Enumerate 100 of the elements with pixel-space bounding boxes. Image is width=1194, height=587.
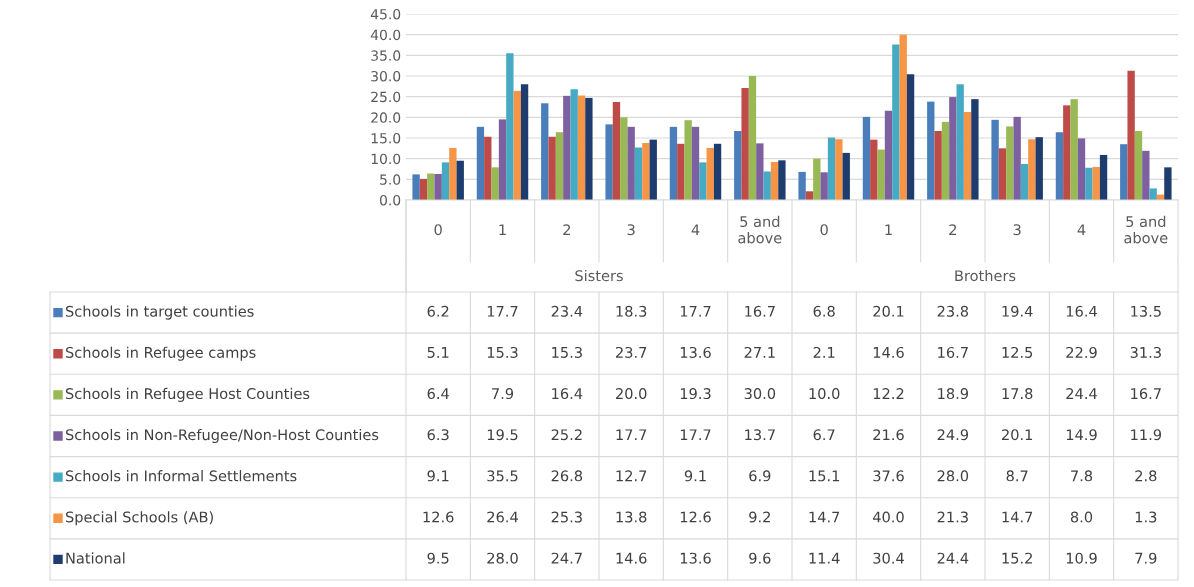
data-label: 12.6	[680, 511, 711, 523]
bar	[927, 101, 935, 200]
data-label: 6.8	[813, 305, 835, 317]
bar	[842, 152, 850, 200]
bar	[684, 120, 692, 200]
data-label: 17.7	[487, 305, 518, 317]
bar	[906, 74, 915, 200]
legend-label: Schools in Refugee camps	[65, 346, 256, 361]
bar	[1092, 166, 1100, 200]
x-tick-label: 5 and above	[1124, 215, 1168, 244]
x-tick-label: 3	[1013, 224, 1021, 236]
data-label: 13.8	[616, 511, 647, 523]
bar	[877, 149, 885, 200]
bar	[963, 111, 972, 200]
data-label: 40.0	[872, 511, 904, 523]
data-label: 15.3	[552, 346, 582, 358]
bar	[691, 126, 700, 200]
data-label: 9.1	[427, 470, 449, 482]
x-tick-label: 1	[885, 224, 892, 236]
text: Brothers	[955, 269, 1016, 282]
bar	[820, 172, 828, 200]
bar	[956, 84, 964, 200]
data-label: 20.1	[1002, 429, 1033, 441]
data-label: 16.7	[745, 305, 775, 317]
data-label: 16.7	[938, 346, 968, 358]
bar	[899, 34, 907, 200]
bar	[634, 147, 643, 200]
data-label: 17.7	[680, 305, 711, 317]
bar	[741, 87, 749, 200]
data-label: 13.6	[680, 346, 711, 358]
bar	[1077, 138, 1086, 200]
data-label: 26.4	[487, 511, 518, 523]
data-label: 14.9	[1066, 429, 1097, 441]
bar	[862, 116, 871, 200]
data-label: 12.5	[1002, 346, 1033, 358]
bar	[1120, 144, 1128, 200]
data-label: 24.7	[551, 552, 582, 564]
bar	[520, 84, 529, 200]
bar	[770, 161, 779, 200]
bar	[884, 110, 893, 200]
data-label: 14.6	[616, 552, 647, 564]
bar	[756, 143, 764, 200]
data-label: 35.5	[487, 470, 518, 482]
data-label: 5.1	[427, 347, 449, 358]
bar	[513, 90, 521, 200]
x-tick-label: 4	[1077, 224, 1086, 236]
bar	[835, 139, 843, 200]
data-label: 24.4	[1066, 388, 1097, 399]
bar	[1085, 167, 1093, 200]
data-label: 13.5	[1131, 305, 1161, 317]
bar	[1149, 188, 1157, 200]
data-label: 21.6	[873, 429, 904, 441]
data-label: 23.4	[551, 305, 583, 317]
data-label: 12.6	[423, 511, 454, 523]
bar	[699, 162, 707, 200]
data-label: 9.6	[749, 552, 771, 564]
bar	[813, 158, 821, 200]
bar	[1035, 137, 1043, 200]
bar	[484, 136, 492, 200]
bar	[870, 139, 878, 200]
data-label: 19.3	[680, 388, 711, 400]
y-tick-label: 15.0	[371, 132, 401, 144]
bar	[1142, 150, 1150, 200]
data-label: 21.3	[937, 511, 968, 523]
bar	[991, 119, 999, 200]
data-label: 17.7	[680, 429, 711, 441]
bar	[1013, 116, 1021, 200]
data-label: 16.4	[552, 388, 583, 400]
data-label: 31.3	[1130, 346, 1161, 358]
data-label: 13.6	[680, 552, 711, 564]
bar	[612, 102, 621, 200]
y-tick-label: 45.0	[370, 8, 401, 20]
bar	[892, 44, 900, 200]
y-tick-label: 5.0	[380, 174, 401, 185]
bar	[1127, 70, 1135, 200]
bar	[605, 124, 613, 200]
data-label: 20.0	[616, 388, 647, 400]
bar	[649, 139, 657, 200]
data-label: 10.0	[809, 388, 840, 400]
x-tick-label: 0	[434, 224, 442, 236]
y-tick-label: 0.0	[379, 194, 401, 206]
y-tick-label: 40.0	[370, 29, 401, 41]
bar	[441, 162, 450, 200]
data-label: 17.7	[616, 429, 647, 441]
data-label: 23.8	[937, 305, 969, 317]
x-tick-label: 1	[499, 224, 506, 236]
bar	[1055, 132, 1064, 200]
bar	[627, 126, 635, 200]
y-tick-label: 20.0	[371, 112, 401, 123]
bar	[1063, 105, 1071, 200]
data-label: 22.9	[1066, 346, 1097, 358]
x-tick-label: 4	[691, 224, 700, 236]
data-label: 26.8	[551, 470, 583, 482]
data-label: 8.0	[1070, 511, 1093, 523]
text: Sisters	[575, 269, 623, 282]
x-tick-label: 2	[949, 224, 957, 236]
legend-label: National	[66, 552, 125, 564]
bar	[934, 130, 942, 200]
bar	[419, 178, 428, 200]
data-label: 10.9	[1066, 552, 1097, 564]
